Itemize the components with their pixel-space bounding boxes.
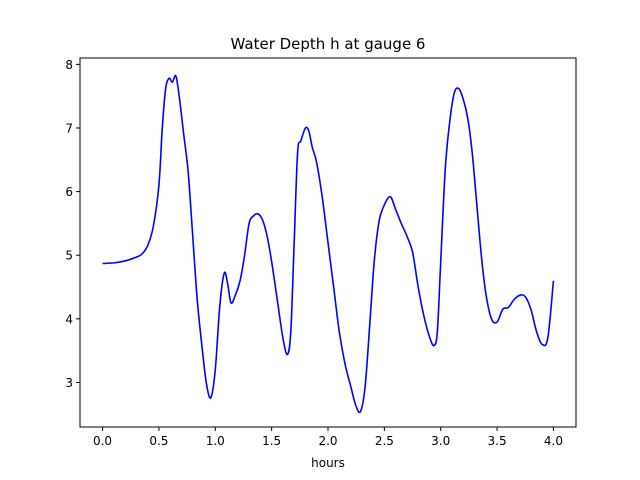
x-tick-label: 1.5 bbox=[262, 434, 281, 448]
y-tick-label: 5 bbox=[65, 249, 73, 263]
y-tick-label: 8 bbox=[65, 58, 73, 72]
x-axis-label: hours bbox=[311, 456, 345, 470]
x-tick-label: 0.0 bbox=[93, 434, 112, 448]
series-line-0 bbox=[102, 74, 555, 414]
y-tick-label: 3 bbox=[65, 376, 73, 390]
y-tick-label: 6 bbox=[65, 185, 73, 199]
y-tick-label: 4 bbox=[65, 312, 73, 326]
series-layer bbox=[102, 74, 555, 414]
x-tick-label: 3.5 bbox=[488, 434, 507, 448]
chart-title: Water Depth h at gauge 6 bbox=[231, 35, 426, 53]
y-axis: 3 4 5 6 7 8 bbox=[65, 58, 80, 390]
x-tick-label: 4.0 bbox=[544, 434, 563, 448]
x-tick-label: 3.0 bbox=[431, 434, 450, 448]
x-axis: 0.0 0.5 1.0 1.5 2.0 2.5 3.0 3.5 4.0 bbox=[93, 427, 563, 448]
x-tick-label: 2.5 bbox=[375, 434, 394, 448]
x-tick-label: 2.0 bbox=[318, 434, 337, 448]
y-tick-label: 7 bbox=[65, 121, 73, 135]
x-tick-label: 1.0 bbox=[206, 434, 225, 448]
x-tick-label: 0.5 bbox=[149, 434, 168, 448]
